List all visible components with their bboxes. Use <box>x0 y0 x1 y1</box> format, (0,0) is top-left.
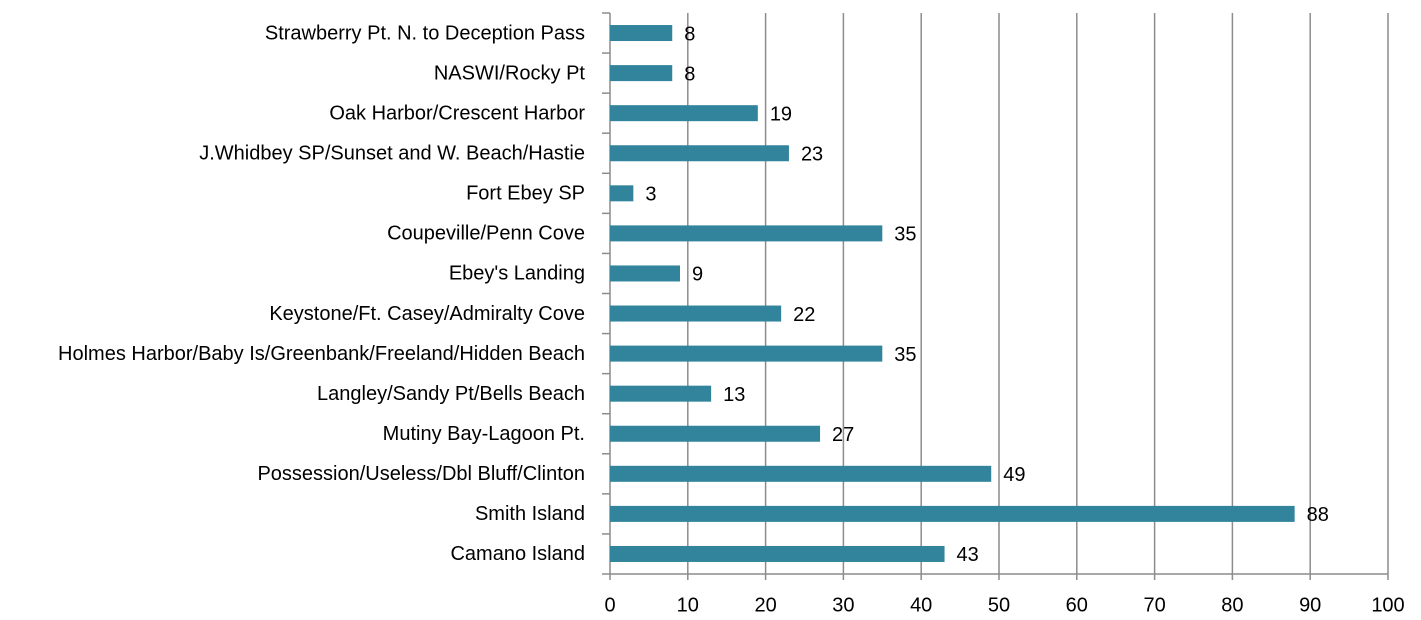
y-tick-label: J.Whidbey SP/Sunset and W. Beach/Hastie <box>199 143 585 165</box>
data-label: 8 <box>684 23 695 45</box>
bar <box>610 265 681 282</box>
y-tick-label: Smith Island <box>475 503 585 525</box>
data-label: 13 <box>723 384 745 406</box>
y-tick-label: Camano Island <box>450 543 585 565</box>
x-tick-label: 10 <box>677 594 699 616</box>
bar <box>610 105 758 122</box>
x-tick-label: 60 <box>1066 594 1088 616</box>
x-tick-label: 70 <box>1143 594 1165 616</box>
bar <box>610 25 673 42</box>
x-tick-label: 100 <box>1371 594 1404 616</box>
data-label: 49 <box>1003 464 1025 486</box>
bar <box>610 465 992 482</box>
y-tick-label: NASWI/Rocky Pt <box>434 62 586 84</box>
x-tick-label: 0 <box>604 594 615 616</box>
data-label: 27 <box>832 424 854 446</box>
data-label: 88 <box>1307 504 1329 526</box>
x-tick-label: 30 <box>832 594 854 616</box>
x-tick-label: 90 <box>1299 594 1321 616</box>
bar <box>610 545 945 562</box>
x-tick-label: 50 <box>988 594 1010 616</box>
y-tick-label: Keystone/Ft. Casey/Admiralty Cove <box>269 303 585 325</box>
data-label: 9 <box>692 264 703 286</box>
y-tick-label: Ebey's Landing <box>449 263 585 285</box>
bar <box>610 145 789 162</box>
y-tick-label: Fort Ebey SP <box>466 183 585 205</box>
bar <box>610 65 673 82</box>
data-label: 22 <box>793 304 815 326</box>
x-tick-label: 20 <box>754 594 776 616</box>
y-tick-label: Langley/Sandy Pt/Bells Beach <box>317 383 585 405</box>
data-label: 35 <box>894 344 916 366</box>
bar <box>610 425 821 442</box>
data-label: 19 <box>770 103 792 125</box>
bar <box>610 345 883 362</box>
bar <box>610 225 883 242</box>
data-label: 23 <box>801 144 823 166</box>
x-tick-label: 80 <box>1221 594 1243 616</box>
data-label: 43 <box>957 544 979 566</box>
bar <box>610 185 634 202</box>
data-label: 35 <box>894 224 916 246</box>
data-label: 8 <box>684 63 695 85</box>
y-tick-label: Coupeville/Penn Cove <box>387 223 585 245</box>
y-tick-label: Oak Harbor/Crescent Harbor <box>329 102 585 124</box>
y-tick-label: Holmes Harbor/Baby Is/Greenbank/Freeland… <box>58 343 585 365</box>
bar <box>610 385 712 402</box>
y-tick-label: Possession/Useless/Dbl Bluff/Clinton <box>257 463 585 485</box>
data-label: 3 <box>645 184 656 206</box>
y-tick-label: Mutiny Bay-Lagoon Pt. <box>383 423 585 445</box>
x-tick-label: 40 <box>910 594 932 616</box>
y-tick-label: Strawberry Pt. N. to Deception Pass <box>265 22 585 44</box>
bar <box>610 505 1295 522</box>
bar <box>610 305 782 322</box>
